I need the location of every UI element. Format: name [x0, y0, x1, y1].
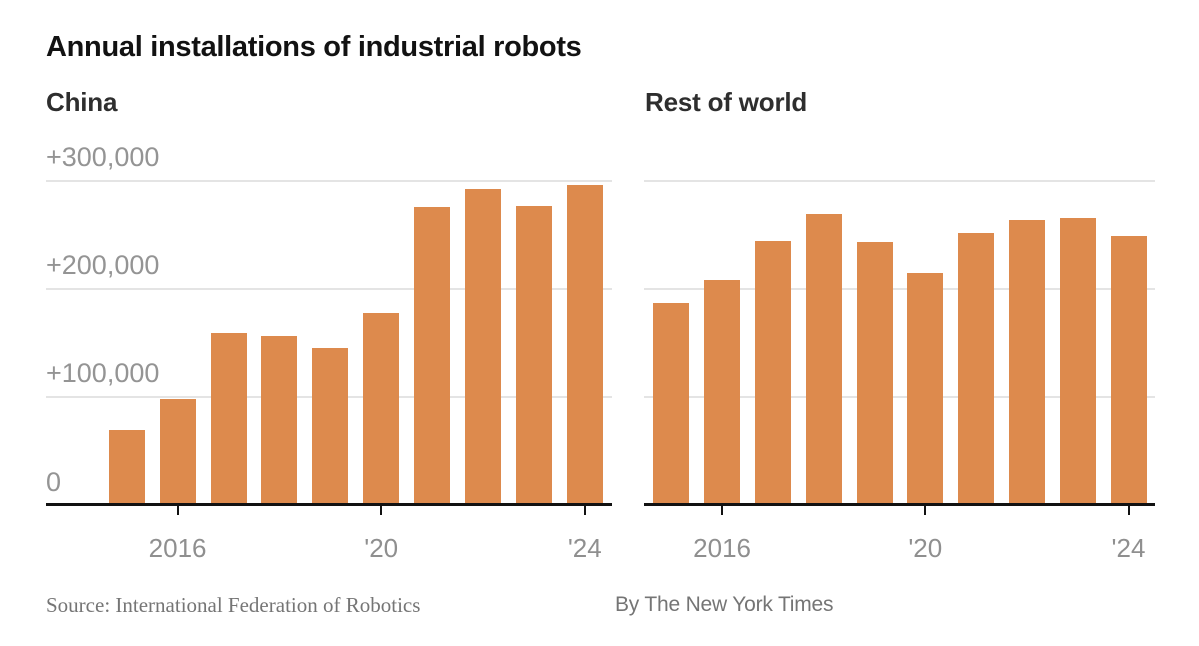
bar	[414, 206, 451, 505]
panel-label-rest-of-world: Rest of world	[645, 87, 808, 117]
bar	[515, 205, 552, 505]
bar	[653, 303, 690, 505]
bar	[312, 347, 349, 505]
bar	[363, 312, 400, 505]
y-axis-label: +100,000	[46, 358, 160, 389]
bar	[261, 335, 298, 505]
chart-title: Annual installations of industrial robot…	[46, 31, 582, 63]
bar	[805, 214, 842, 505]
gridline	[46, 179, 612, 182]
x-axis-tick	[380, 506, 383, 515]
x-axis-tick-label: '24	[567, 533, 602, 563]
x-axis-tick-label: 2016	[693, 533, 752, 563]
bar	[1008, 219, 1045, 505]
bar	[704, 280, 741, 505]
x-axis-tick	[721, 506, 724, 515]
y-axis-label: +300,000	[46, 141, 160, 172]
source-credit: Source: International Federation of Robo…	[46, 593, 421, 617]
bar	[108, 429, 145, 505]
gridline	[644, 287, 1155, 290]
gridline	[644, 396, 1155, 399]
x-axis-tick	[176, 506, 179, 515]
x-axis-line	[46, 503, 612, 506]
panel-label-china: China	[46, 87, 118, 117]
bar	[1110, 235, 1147, 505]
bar	[958, 232, 995, 505]
bar	[856, 242, 893, 505]
x-axis-tick-label: '24	[1111, 533, 1146, 563]
bar	[159, 399, 196, 505]
x-axis-tick-label: '20	[908, 533, 943, 563]
gridline	[644, 179, 1155, 182]
byline-credit: By The New York Times	[615, 593, 834, 616]
bar	[754, 241, 791, 505]
y-axis-label: 0	[46, 466, 62, 497]
bar	[1059, 217, 1096, 505]
bar	[210, 333, 247, 505]
bar	[566, 185, 603, 505]
x-axis-tick	[1127, 506, 1130, 515]
bar	[465, 189, 501, 505]
x-axis-line	[644, 503, 1155, 506]
x-axis-tick	[924, 506, 927, 515]
x-axis-tick-label: 2016	[148, 533, 207, 563]
y-axis-label: +200,000	[46, 249, 160, 280]
bar	[907, 272, 944, 505]
x-axis-tick	[583, 506, 586, 515]
x-axis-tick-label: '20	[364, 533, 399, 563]
gridline	[46, 287, 612, 290]
